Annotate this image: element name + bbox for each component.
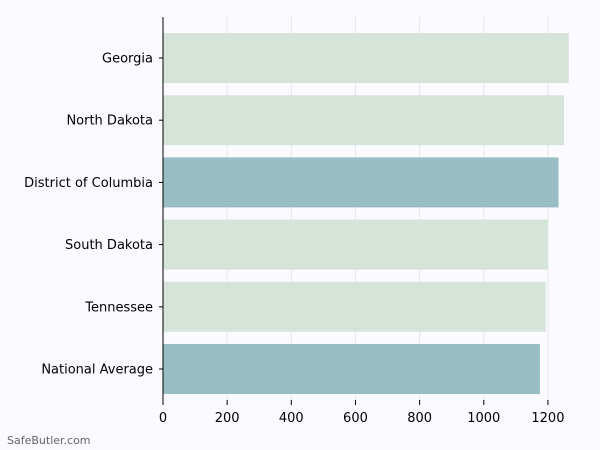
x-tick-label: 600 [343, 411, 368, 426]
category-label: South Dakota [65, 238, 153, 253]
category-label: District of Columbia [24, 176, 153, 191]
bar-district-of-columbia [163, 157, 559, 208]
axes [159, 17, 549, 405]
x-tick-label: 1000 [467, 411, 500, 426]
bar-south-dakota [163, 219, 548, 270]
category-labels: Georgia North Dakota District of Columbia S… [24, 52, 153, 378]
watermark-text: SafeButler.com [7, 434, 91, 447]
x-tick-labels: 0 200 400 600 800 1000 1200 [159, 411, 565, 426]
x-tick-label: 800 [407, 411, 432, 426]
x-tick-label: 400 [279, 411, 304, 426]
x-tick-label: 1200 [531, 411, 564, 426]
bar-georgia [163, 33, 569, 83]
category-label: North Dakota [66, 114, 153, 129]
category-label: Tennessee [84, 300, 153, 315]
bar-tennessee [163, 281, 546, 332]
bar-national-average [163, 344, 540, 394]
x-tick-label: 200 [215, 411, 240, 426]
x-tick-label: 0 [159, 411, 167, 426]
bar-north-dakota [163, 95, 564, 146]
category-label: Georgia [102, 52, 153, 67]
bars [163, 33, 569, 394]
category-label: National Average [41, 363, 153, 378]
